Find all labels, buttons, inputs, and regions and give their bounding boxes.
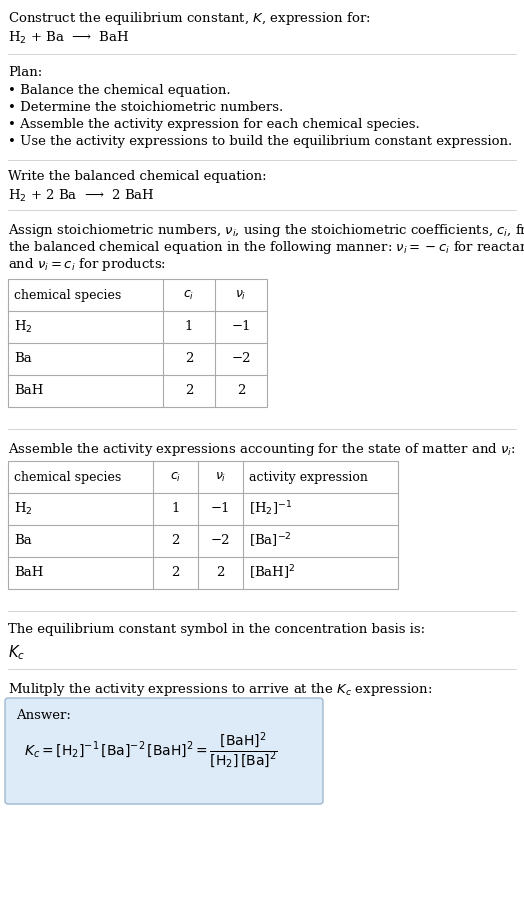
Text: BaH: BaH — [14, 566, 43, 580]
Text: BaH: BaH — [14, 385, 43, 397]
Text: H$_2$ + 2 Ba  ⟶  2 BaH: H$_2$ + 2 Ba ⟶ 2 BaH — [8, 188, 155, 204]
Text: −2: −2 — [231, 352, 251, 366]
Text: 1: 1 — [185, 321, 193, 334]
Text: 2: 2 — [185, 385, 193, 397]
Text: and $\nu_i = c_i$ for products:: and $\nu_i = c_i$ for products: — [8, 256, 166, 273]
Text: 2: 2 — [171, 535, 180, 547]
Text: 2: 2 — [216, 566, 225, 580]
Text: $K_c$: $K_c$ — [8, 643, 25, 662]
Text: H$_2$: H$_2$ — [14, 501, 32, 517]
Text: Ba: Ba — [14, 352, 32, 366]
Text: $K_c = [\mathrm{H_2}]^{-1}\,[\mathrm{Ba}]^{-2}\,[\mathrm{BaH}]^{2} = \dfrac{[\ma: $K_c = [\mathrm{H_2}]^{-1}\,[\mathrm{Ba}… — [24, 731, 278, 771]
FancyBboxPatch shape — [5, 698, 323, 804]
Bar — [8, 279, 267, 407]
Text: Construct the equilibrium constant, $K$, expression for:: Construct the equilibrium constant, $K$,… — [8, 10, 370, 27]
Text: chemical species: chemical species — [14, 289, 121, 301]
Text: $c_i$: $c_i$ — [170, 470, 181, 484]
Text: Assemble the activity expressions accounting for the state of matter and $\nu_i$: Assemble the activity expressions accoun… — [8, 441, 516, 458]
Text: [H$_2$]$^{-1}$: [H$_2$]$^{-1}$ — [249, 500, 292, 519]
Text: $\nu_i$: $\nu_i$ — [215, 470, 226, 484]
Text: 2: 2 — [237, 385, 245, 397]
Text: Mulitply the activity expressions to arrive at the $K_c$ expression:: Mulitply the activity expressions to arr… — [8, 681, 432, 698]
Text: 2: 2 — [171, 566, 180, 580]
Text: $c_i$: $c_i$ — [183, 289, 194, 301]
Text: Answer:: Answer: — [16, 709, 71, 722]
Text: • Use the activity expressions to build the equilibrium constant expression.: • Use the activity expressions to build … — [8, 135, 512, 148]
Text: −2: −2 — [211, 535, 230, 547]
Text: the balanced chemical equation in the following manner: $\nu_i = -c_i$ for react: the balanced chemical equation in the fo… — [8, 239, 524, 256]
Text: −1: −1 — [231, 321, 251, 334]
Text: • Determine the stoichiometric numbers.: • Determine the stoichiometric numbers. — [8, 101, 283, 114]
Text: H$_2$ + Ba  ⟶  BaH: H$_2$ + Ba ⟶ BaH — [8, 30, 129, 46]
Text: • Assemble the activity expression for each chemical species.: • Assemble the activity expression for e… — [8, 118, 420, 131]
Text: Ba: Ba — [14, 535, 32, 547]
Text: • Balance the chemical equation.: • Balance the chemical equation. — [8, 84, 231, 97]
Bar — [8, 461, 398, 589]
Text: activity expression: activity expression — [249, 470, 368, 484]
Text: Plan:: Plan: — [8, 66, 42, 79]
Text: 2: 2 — [185, 352, 193, 366]
Text: The equilibrium constant symbol in the concentration basis is:: The equilibrium constant symbol in the c… — [8, 623, 425, 636]
Text: [BaH]$^{2}$: [BaH]$^{2}$ — [249, 564, 296, 583]
Text: −1: −1 — [211, 503, 230, 515]
Text: chemical species: chemical species — [14, 470, 121, 484]
Text: $\nu_i$: $\nu_i$ — [235, 289, 247, 301]
Text: 1: 1 — [171, 503, 180, 515]
Text: [Ba]$^{-2}$: [Ba]$^{-2}$ — [249, 532, 292, 550]
Text: Write the balanced chemical equation:: Write the balanced chemical equation: — [8, 170, 267, 183]
Text: H$_2$: H$_2$ — [14, 319, 32, 335]
Text: Assign stoichiometric numbers, $\nu_i$, using the stoichiometric coefficients, $: Assign stoichiometric numbers, $\nu_i$, … — [8, 222, 524, 239]
